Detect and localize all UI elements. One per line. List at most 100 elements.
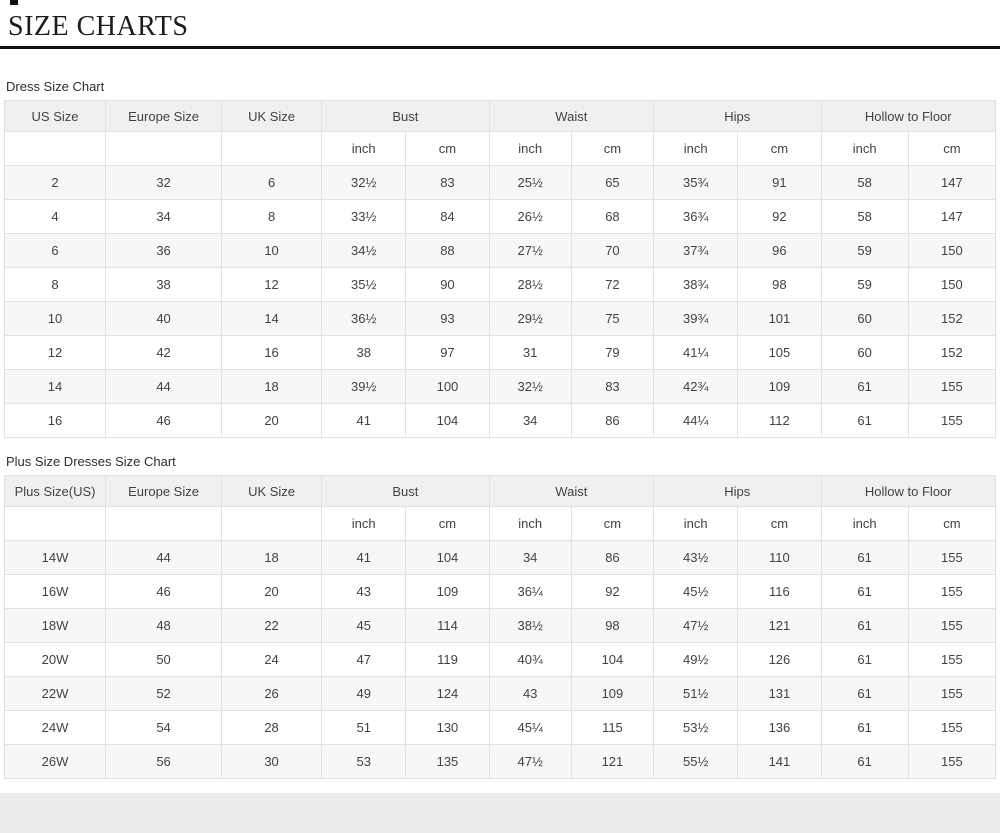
table-cell: 61: [820, 574, 909, 609]
table-cell: 79: [570, 335, 655, 370]
table-cell: 101: [737, 301, 822, 336]
table-cell: 4: [3, 199, 107, 234]
unit-header: inch: [321, 131, 407, 166]
table-cell: 70: [570, 233, 655, 268]
table-row: 2 32 6 32½ 83 25½ 65 35¾ 91 58 147: [3, 165, 997, 200]
unit-header: cm: [737, 506, 822, 541]
table-cell: 49: [321, 676, 407, 711]
table-cell: 83: [405, 165, 490, 200]
table-cell: 61: [820, 540, 909, 575]
table-body: 14W 44 18 41 104 34 86 43½ 110 61 155 16W 46 20 43 109 3…: [3, 540, 997, 779]
table-cell: 52: [105, 676, 223, 711]
table-cell: 91: [737, 165, 822, 200]
unit-header: cm: [737, 131, 822, 166]
table-cell: 60: [820, 301, 909, 336]
table-cell: 43: [488, 676, 572, 711]
table-cell: 34½: [321, 233, 407, 268]
table-cell: 14: [3, 369, 107, 404]
table-cell: 53½: [653, 710, 739, 745]
table-cell: 20W: [3, 642, 107, 677]
table-cell: 109: [737, 369, 822, 404]
table-cell: 124: [405, 676, 490, 711]
table-cell: 119: [405, 642, 490, 677]
table-cell: 30: [221, 744, 323, 779]
table-cell: 61: [820, 608, 909, 643]
unit-header: inch: [653, 131, 739, 166]
unit-header: cm: [570, 506, 655, 541]
table-cell: 104: [405, 540, 490, 575]
table-cell: 22: [221, 608, 323, 643]
table-cell: 65: [570, 165, 655, 200]
empty-subheader-cell: [105, 131, 223, 166]
empty-subheader-cell: [221, 131, 323, 166]
table-cell: 38¾: [653, 267, 739, 302]
table-row: 16 46 20 41 104 34 86 44¼ 112 61 155: [3, 403, 997, 438]
plus-size-chart-section: Plus Size Dresses Size Chart Plus Size(U…: [3, 454, 997, 779]
column-group-header: Bust: [321, 475, 490, 507]
table-cell: 126: [737, 642, 822, 677]
unit-header: cm: [405, 131, 490, 166]
table-head: Plus Size(US) Europe Size UK Size Bust Waist…: [3, 475, 997, 541]
table-cell: 152: [907, 301, 997, 336]
table-cell: 47½: [653, 608, 739, 643]
table-cell: 61: [820, 403, 909, 438]
table-cell: 155: [907, 608, 997, 643]
table-cell: 41¼: [653, 335, 739, 370]
table-caption: Plus Size Dresses Size Chart: [6, 454, 176, 469]
table-cell: 42: [105, 335, 223, 370]
unit-header: cm: [907, 131, 997, 166]
table-cell: 96: [737, 233, 822, 268]
table-cell: 54: [105, 710, 223, 745]
table-cell: 38: [321, 335, 407, 370]
table-cell: 47: [321, 642, 407, 677]
table-cell: 116: [737, 574, 822, 609]
column-header: Europe Size: [105, 100, 223, 132]
table-cell: 28: [221, 710, 323, 745]
table-cell: 33½: [321, 199, 407, 234]
table-cell: 83: [570, 369, 655, 404]
unit-header: inch: [488, 131, 572, 166]
table-cell: 61: [820, 369, 909, 404]
table-cell: 32½: [488, 369, 572, 404]
table-cell: 59: [820, 233, 909, 268]
table-cell: 34: [105, 199, 223, 234]
table-row: 20W 50 24 47 119 40¾ 104 49½ 126 61 155: [3, 642, 997, 677]
column-header: UK Size: [221, 100, 323, 132]
table-cell: 39¾: [653, 301, 739, 336]
table-cell: 147: [907, 165, 997, 200]
table-cell: 45¼: [488, 710, 572, 745]
table-cell: 16W: [3, 574, 107, 609]
table-cell: 152: [907, 335, 997, 370]
table-cell: 43½: [653, 540, 739, 575]
table-cell: 18W: [3, 608, 107, 643]
unit-header: inch: [653, 506, 739, 541]
table-cell: 32½: [321, 165, 407, 200]
table-cell: 114: [405, 608, 490, 643]
table-cell: 40¾: [488, 642, 572, 677]
table-row: 14W 44 18 41 104 34 86 43½ 110 61 155: [3, 540, 997, 575]
table-row: 14 44 18 39½ 100 32½ 83 42¾ 109 61 155: [3, 369, 997, 404]
table-cell: 90: [405, 267, 490, 302]
table-cell: 155: [907, 369, 997, 404]
table-caption: Dress Size Chart: [6, 79, 105, 94]
table-cell: 38: [105, 267, 223, 302]
table-cell: 155: [907, 540, 997, 575]
table-cell: 14: [221, 301, 323, 336]
column-group-header: Bust: [321, 100, 490, 132]
unit-header: cm: [907, 506, 997, 541]
table-cell: 58: [820, 165, 909, 200]
table-cell: 22W: [3, 676, 107, 711]
table-cell: 12: [3, 335, 107, 370]
table-cell: 92: [737, 199, 822, 234]
table-cell: 2: [3, 165, 107, 200]
dress-size-table: US Size Europe Size UK Size Bust Waist Hips Ho…: [3, 100, 997, 438]
table-cell: 6: [221, 165, 323, 200]
column-group-header: Hips: [653, 100, 822, 132]
table-cell: 29½: [488, 301, 572, 336]
table-cell: 36¼: [488, 574, 572, 609]
unit-header: cm: [570, 131, 655, 166]
table-body: 2 32 6 32½ 83 25½ 65 35¾ 91 58 147 4 34 8 33½ 84 26½ 68 36…: [3, 165, 997, 438]
table-cell: 88: [405, 233, 490, 268]
column-header: UK Size: [221, 475, 323, 507]
